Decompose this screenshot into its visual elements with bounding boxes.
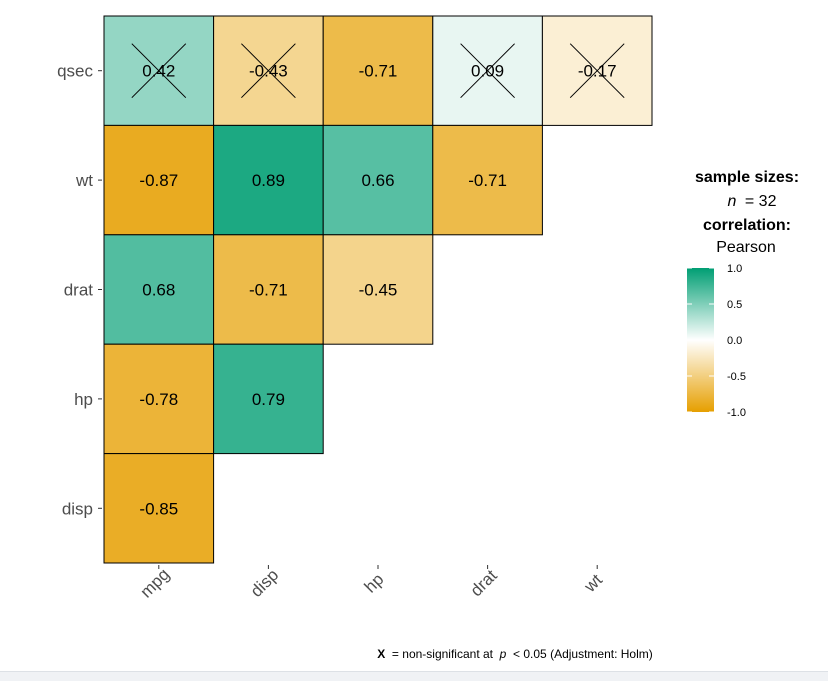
legend-method: Pearson <box>716 239 776 256</box>
cell-rect <box>322 15 434 126</box>
heatmap-cell: -0.45 <box>322 234 434 345</box>
legend-tick-label: 0.0 <box>727 335 742 347</box>
heatmap-cell: -0.78 <box>103 343 215 455</box>
legend-tick-label: 1.0 <box>727 263 742 275</box>
legend-n-symbol: n <box>728 193 737 210</box>
x-axis-tick-label: hp <box>361 570 388 597</box>
legend-title-sample-sizes: sample sizes: <box>695 169 799 186</box>
legend-tick-label: -1.0 <box>727 407 746 419</box>
caption-p: p <box>499 647 507 661</box>
y-axis-tick-label: drat <box>64 281 94 300</box>
cell-value-label: -0.45 <box>359 281 398 300</box>
caption: X = non-significant at p < 0.05 (Adjustm… <box>377 647 653 661</box>
cell-rect <box>103 234 215 345</box>
heatmap-cells: 0.42-0.43 -0.71 0.09-0.17 -0.87 0.89 0.66 -0.7… <box>103 15 653 564</box>
legend: sample sizes: n = 32 correlation: Pearso… <box>687 169 799 419</box>
cell-value-label: 0.89 <box>252 171 285 190</box>
legend-n-value: = 32 <box>745 193 777 210</box>
cell-rect <box>213 343 324 455</box>
cell-rect <box>432 124 543 236</box>
heatmap-cell: 0.68 <box>103 234 215 345</box>
legend-title-correlation: correlation: <box>703 217 791 234</box>
legend-ticks: 1.0 0.5 0.0 -0.5 -1.0 <box>687 263 746 419</box>
heatmap-cell: 0.89 <box>213 124 324 236</box>
y-axis-tick-label: disp <box>62 499 93 518</box>
cell-value-label: -0.71 <box>359 62 398 81</box>
legend-tick-label: 0.5 <box>727 299 742 311</box>
window-bottom-strip <box>0 671 828 681</box>
caption-symbol: X <box>377 647 385 661</box>
heatmap-cell: -0.85 <box>103 453 215 564</box>
heatmap-cell: -0.87 <box>103 124 215 236</box>
heatmap-cell: -0.71 <box>213 234 324 345</box>
cell-value-label: 0.66 <box>361 171 394 190</box>
cell-rect <box>322 124 434 236</box>
non-significant-cross-line <box>131 43 187 99</box>
legend-tick-label: -0.5 <box>727 371 746 383</box>
heatmap-cell: 0.66 <box>322 124 434 236</box>
cell-value-label: -0.87 <box>139 171 178 190</box>
cell-value-label: -0.85 <box>139 499 178 518</box>
heatmap-cell: 0.79 <box>213 343 324 455</box>
heatmap-cell: 0.42 <box>103 15 215 126</box>
cell-rect <box>103 453 215 564</box>
x-axis: mpg disp hp drat wt <box>136 565 606 602</box>
caption-text-2: < 0.05 (Adjustment: Holm) <box>510 647 653 661</box>
cell-rect <box>103 124 215 236</box>
heatmap-cell: 0.09 <box>432 15 543 126</box>
cell-value-label: 0.79 <box>252 390 285 409</box>
x-axis-tick-label: mpg <box>136 565 173 602</box>
y-axis: qsec wt drat hp disp <box>57 62 102 518</box>
x-axis-tick-label: disp <box>247 565 282 600</box>
heatmap-cell: -0.17 <box>541 15 653 126</box>
y-axis-tick-label: wt <box>75 171 93 190</box>
non-significant-cross-line <box>460 43 515 99</box>
non-significant-cross-line <box>241 43 296 99</box>
cell-rect <box>213 234 324 345</box>
cell-value-label: 0.68 <box>142 281 175 300</box>
legend-sample-size: n = 32 <box>728 193 777 210</box>
cell-value-label: -0.71 <box>468 171 507 190</box>
heatmap-cell: -0.43 <box>213 15 324 126</box>
x-axis-tick-label: drat <box>467 566 501 600</box>
cell-value-label: -0.78 <box>139 390 178 409</box>
caption-text-1: = non-significant at <box>389 647 497 661</box>
y-axis-tick-label: qsec <box>57 62 93 81</box>
non-significant-cross-line <box>569 43 625 99</box>
heatmap-cell: -0.71 <box>322 15 434 126</box>
cell-value-label: -0.71 <box>249 281 288 300</box>
heatmap-cell: -0.71 <box>432 124 543 236</box>
cell-rect <box>322 234 434 345</box>
x-axis-tick-label: wt <box>580 570 606 596</box>
y-axis-tick-label: hp <box>74 390 93 409</box>
